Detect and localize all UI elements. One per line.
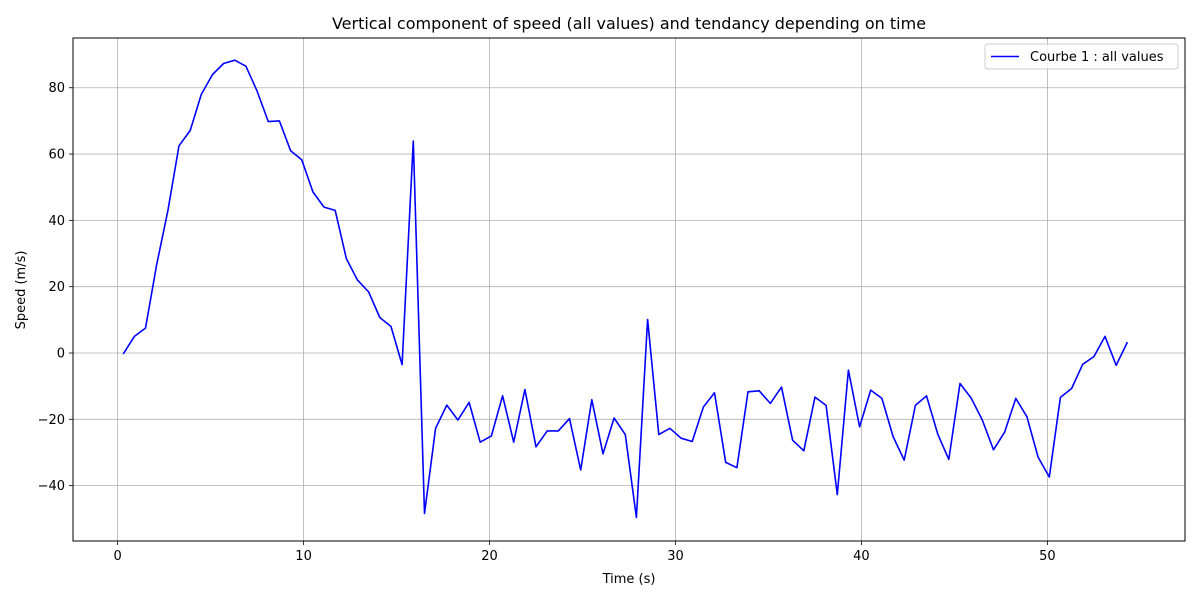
plot-lines	[122, 59, 1129, 519]
x-tick-label: 50	[1039, 549, 1056, 564]
y-tick-label: −20	[38, 413, 65, 428]
y-tick-label: 40	[48, 214, 65, 229]
x-tick-label: 0	[113, 549, 121, 564]
y-tick-label: 60	[48, 148, 65, 163]
legend: Courbe 1 : all values	[984, 43, 1179, 70]
chart-title: Vertical component of speed (all values)…	[332, 14, 926, 33]
x-axis-label: Time (s)	[602, 572, 656, 587]
y-axis-label: Speed (m/s)	[14, 251, 29, 330]
y-tick-label: 80	[48, 81, 65, 96]
ticks: 0 10 20 30 40 50 −40 −20 0 20 40 60 80	[38, 81, 1056, 564]
x-tick-label: 30	[667, 549, 684, 564]
legend-entry-label: Courbe 1 : all values	[1030, 50, 1164, 65]
y-tick-label: −40	[38, 479, 65, 494]
y-tick-label: 20	[48, 280, 65, 295]
plot-frame	[72, 37, 1186, 542]
grid	[73, 38, 1185, 541]
x-tick-label: 10	[295, 549, 312, 564]
x-tick-label: 20	[481, 549, 498, 564]
legend-box	[984, 43, 1179, 70]
x-tick-label: 40	[853, 549, 870, 564]
y-tick-label: 0	[57, 346, 65, 361]
series-line	[122, 59, 1129, 519]
